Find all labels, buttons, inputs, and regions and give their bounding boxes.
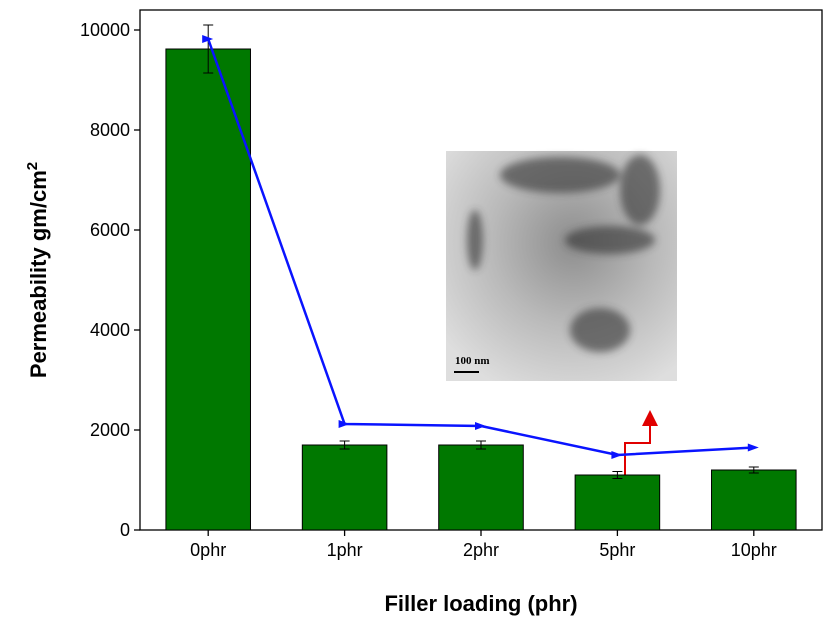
error-bar (748, 466, 759, 474)
x-tick-label: 5phr (599, 540, 635, 560)
y-axis-label-superscript: 2 (24, 162, 41, 170)
y-tick-label: 6000 (90, 220, 130, 240)
bar (165, 48, 251, 531)
y-axis-label-text: Permeability gm/cm (26, 170, 51, 378)
x-tick-label: 2phr (463, 540, 499, 560)
x-tick-label: 0phr (190, 540, 226, 560)
y-tick-label: 10000 (80, 20, 130, 40)
bar (574, 474, 661, 531)
error-bar (203, 24, 214, 74)
trend-marker (338, 420, 350, 428)
bar (711, 469, 797, 531)
x-tick-label: 1phr (327, 540, 363, 560)
annotation-arrowhead (642, 410, 658, 426)
y-tick-label: 4000 (90, 320, 130, 340)
trend-marker (202, 35, 214, 43)
trend-marker (475, 422, 486, 430)
x-axis-label: Filler loading (phr) (384, 591, 577, 616)
inset-scale-label: 100 nm (455, 355, 490, 367)
y-tick-label: 2000 (90, 420, 130, 440)
y-axis-label: Permeability gm/cm2 (24, 162, 51, 378)
error-bar (612, 471, 623, 479)
inset-image: 100 nm (446, 151, 677, 381)
x-tick-label: 10phr (731, 540, 777, 560)
trend-marker (747, 443, 759, 452)
trend-marker (611, 451, 623, 459)
error-bar (476, 440, 486, 450)
bar (301, 444, 388, 531)
bar (438, 444, 524, 531)
error-bar (339, 440, 350, 450)
y-tick-label: 0 (120, 520, 130, 540)
y-tick-label: 8000 (90, 120, 130, 140)
